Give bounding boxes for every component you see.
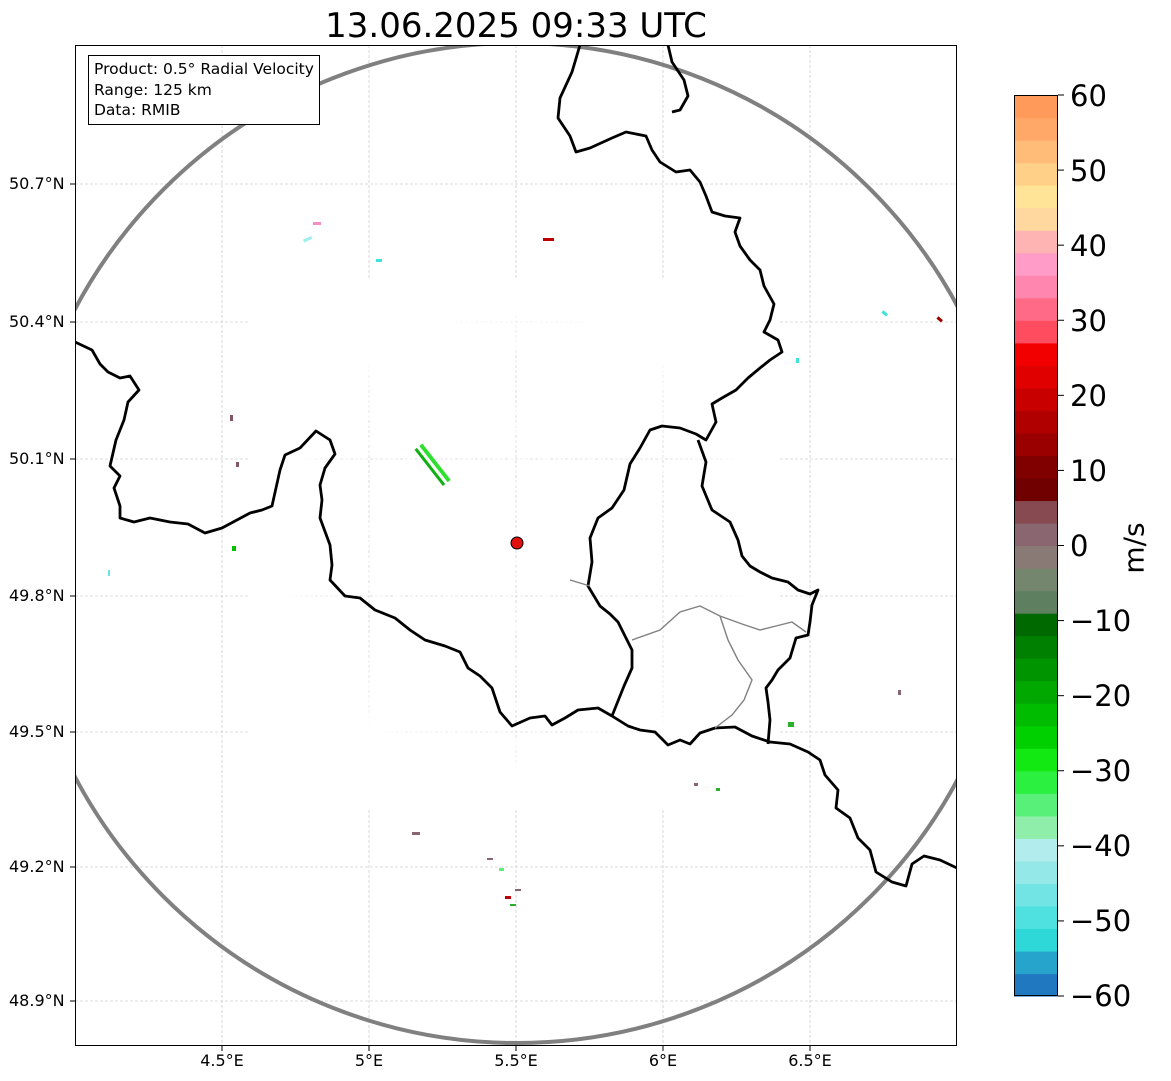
product-label: Product: 0.5° Radial Velocity [94, 60, 314, 78]
colorbar-segment [1014, 522, 1058, 547]
colorbar [1014, 94, 1064, 997]
lon-tick-label: 6°E [648, 1051, 678, 1070]
axis-ticks [70, 183, 811, 1051]
colorbar-tick-label: 30 [1070, 304, 1107, 338]
colorbar-segment [1014, 883, 1058, 907]
colorbar-segment [1014, 95, 1058, 119]
colorbar-tick-label: 0 [1070, 529, 1089, 563]
product-info-box: Product: 0.5° Radial Velocity Range: 125… [88, 55, 320, 125]
radar-echo-field [108, 222, 943, 906]
lon-tick-label: 5°E [354, 1051, 384, 1070]
colorbar-tick-label: 60 [1070, 79, 1107, 113]
colorbar-segment [1014, 928, 1058, 952]
lat-tick-label: 50.4°N [9, 312, 65, 331]
colorbar-segment [1014, 703, 1058, 727]
colorbar-segment [1014, 725, 1058, 749]
colorbar-segment [1014, 162, 1058, 186]
colorbar-tick-label: 50 [1070, 154, 1107, 188]
plot-frame [75, 45, 957, 1046]
colorbar-tick-label: −30 [1070, 754, 1132, 788]
colorbar-segment [1014, 275, 1058, 299]
colorbar-segment [1014, 387, 1058, 411]
colorbar-segment [1014, 117, 1058, 141]
colorbar-segment [1014, 568, 1058, 592]
lat-tick-label: 49.5°N [9, 722, 65, 741]
colorbar-segment [1014, 207, 1058, 231]
colorbar-segment [1014, 613, 1058, 637]
lon-tick-label: 4.5°E [200, 1051, 244, 1070]
colorbar-segment [1014, 545, 1058, 569]
lon-tick-label: 5.5°E [494, 1051, 538, 1070]
colorbar-segment [1014, 365, 1058, 389]
chart-title: 13.06.2025 09:33 UTC [325, 6, 707, 46]
colorbar-segment [1014, 432, 1058, 457]
lat-tick-label: 49.2°N [9, 857, 65, 876]
colorbar-tick-label: −10 [1070, 604, 1132, 638]
colorbar-segment [1014, 770, 1058, 794]
colorbar-tick-label: 40 [1070, 229, 1107, 263]
colorbar-segment [1014, 658, 1058, 682]
colorbar-segment [1014, 748, 1058, 772]
colorbar-segment [1014, 950, 1058, 975]
range-ring [75, 45, 957, 1045]
colorbar-segment [1014, 342, 1058, 366]
colorbar-segment [1014, 860, 1058, 884]
colorbar-segment [1014, 815, 1058, 839]
colorbar-segment [1014, 230, 1058, 254]
range-label: Range: 125 km [94, 80, 212, 99]
colorbar-tick-label: −40 [1070, 829, 1132, 863]
colorbar-segment [1014, 838, 1058, 862]
lat-tick-label: 50.7°N [9, 174, 65, 193]
colorbar-segment [1014, 793, 1058, 817]
colorbar-tick-label: −50 [1070, 904, 1132, 938]
lon-tick-label: 6.5°E [788, 1051, 832, 1070]
radar-site-marker [510, 536, 524, 550]
lat-tick-label: 48.9°N [9, 991, 65, 1010]
colorbar-tick-label: 10 [1070, 454, 1107, 488]
colorbar-segment [1014, 635, 1058, 659]
colorbar-tick-label: −60 [1070, 979, 1132, 1013]
colorbar-segment [1014, 500, 1058, 524]
colorbar-segment [1014, 590, 1058, 614]
colorbar-tick-label: 20 [1070, 379, 1107, 413]
colorbar-segment [1014, 455, 1058, 479]
colorbar-unit-label: m/s [1117, 522, 1151, 574]
colorbar-segment [1014, 680, 1058, 704]
colorbar-segment [1014, 973, 1058, 997]
colorbar-segment [1014, 320, 1058, 344]
colorbar-segment [1014, 185, 1058, 209]
colorbar-frame [1014, 95, 1058, 996]
colorbar-segment [1014, 252, 1058, 276]
colorbar-segment [1014, 477, 1058, 502]
lat-tick-label: 49.8°N [9, 586, 65, 605]
colorbar-segment [1014, 297, 1058, 321]
data-source-label: Data: RMIB [94, 101, 181, 119]
colorbar-tick-label: −20 [1070, 679, 1132, 713]
colorbar-segment [1014, 140, 1058, 164]
colorbar-segment [1014, 410, 1058, 434]
lat-tick-label: 50.1°N [9, 449, 65, 468]
colorbar-segment [1014, 905, 1058, 930]
country-borders [75, 45, 957, 888]
regional-borders [569, 579, 807, 729]
